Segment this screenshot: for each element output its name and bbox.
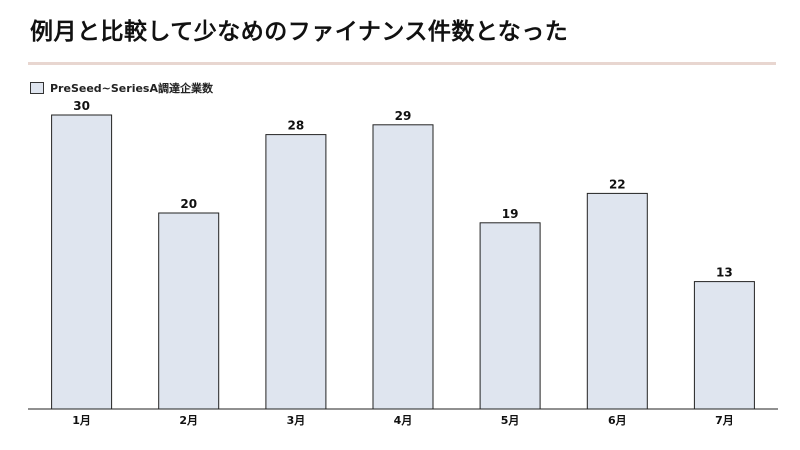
bar-6 (586, 192, 648, 410)
title-divider (28, 62, 776, 65)
bar-2 (158, 212, 220, 410)
data-label-1: 30 (73, 99, 90, 113)
data-label-2: 20 (180, 197, 197, 211)
bar-3 (265, 134, 327, 410)
data-label-5: 19 (502, 207, 519, 221)
x-tick-label-7: 7月 (715, 414, 734, 427)
legend-swatch (30, 82, 44, 94)
x-tick-label-1: 1月 (72, 414, 91, 427)
bar-4 (372, 124, 434, 410)
chart-title: 例月と比較して少なめのファイナンス件数となった (30, 19, 569, 45)
bar-7 (693, 281, 755, 410)
x-tick-label-5: 5月 (501, 414, 520, 427)
chart-legend: PreSeed~SeriesA調達企業数 (30, 80, 213, 96)
data-label-4: 29 (395, 109, 412, 123)
x-tick-label-3: 3月 (287, 414, 306, 427)
data-label-7: 13 (716, 266, 733, 280)
x-tick-label-4: 4月 (394, 414, 413, 427)
x-tick-label-2: 2月 (179, 414, 198, 427)
data-label-6: 22 (609, 177, 626, 191)
bar-5 (479, 222, 541, 410)
bar-1 (51, 114, 113, 410)
legend-label: PreSeed~SeriesA調達企業数 (50, 82, 213, 95)
data-label-3: 28 (288, 119, 305, 133)
x-tick-label-6: 6月 (608, 414, 627, 427)
